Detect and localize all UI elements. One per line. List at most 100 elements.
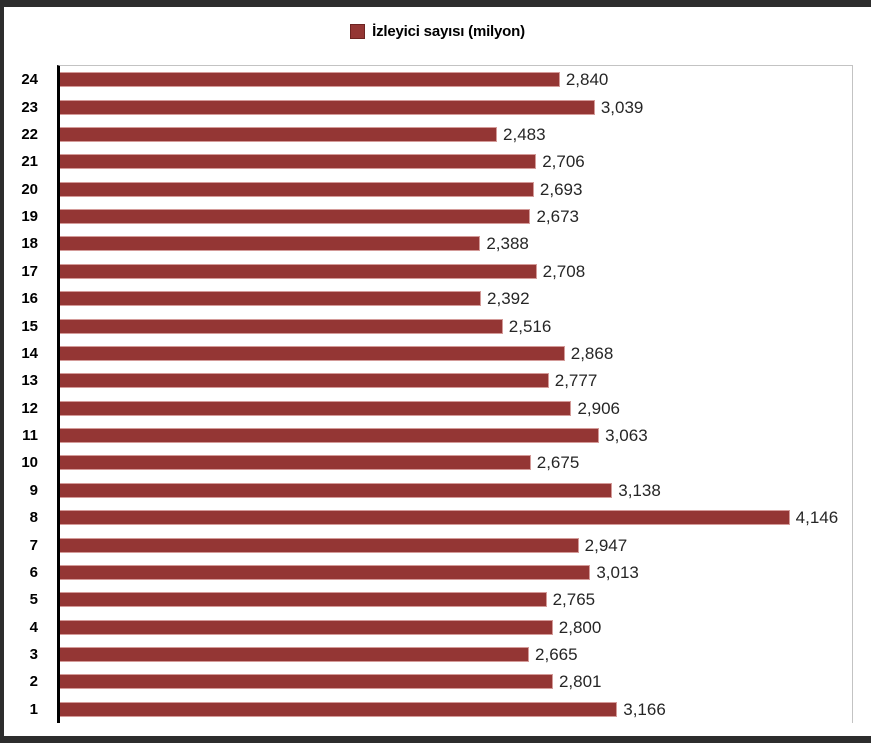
legend: İzleyici sayısı (milyon) [4, 23, 871, 40]
category-label: 8 [29, 509, 38, 527]
category-label: 22 [21, 125, 38, 143]
bar [60, 428, 600, 444]
chart-row: 8 4,146 [30, 504, 852, 531]
bar [60, 619, 553, 635]
category-label: 20 [21, 180, 38, 198]
category-label: 19 [21, 208, 38, 226]
value-label: 2,868 [570, 343, 614, 363]
category-label: 14 [21, 344, 38, 362]
category-label: 6 [29, 563, 38, 581]
category-label: 10 [21, 454, 38, 472]
value-label: 2,693 [539, 179, 583, 199]
chart-row: 17 2,708 [21, 258, 852, 285]
value-label: 2,675 [536, 453, 580, 473]
value-label: 2,388 [486, 234, 529, 254]
chart-row: 3 2,665 [30, 641, 852, 668]
bar [60, 126, 498, 142]
bar [60, 455, 531, 471]
value-label: 2,906 [577, 398, 621, 418]
category-label: 18 [21, 235, 38, 253]
category-label: 7 [29, 536, 38, 554]
value-label: 2,673 [536, 207, 579, 227]
value-label: 4,146 [795, 508, 839, 528]
chart-row: 15 2,516 [21, 312, 852, 339]
bar [60, 510, 790, 526]
category-label: 9 [29, 481, 38, 499]
chart-row: 4 2,800 [30, 614, 852, 641]
category-label: 1 [29, 700, 38, 718]
value-label: 2,840 [565, 70, 609, 90]
value-label: 3,138 [618, 480, 661, 500]
chart-row: 2 2,801 [30, 668, 852, 695]
chart-row: 20 2,693 [21, 176, 852, 203]
category-label: 16 [21, 290, 38, 308]
chart-row: 18 2,388 [21, 230, 852, 257]
bar [60, 263, 537, 279]
category-label: 2 [29, 673, 38, 691]
value-label: 2,392 [487, 289, 530, 309]
bar [60, 647, 530, 663]
bar [60, 482, 613, 498]
chart-row: 12 2,906 [21, 395, 852, 422]
bar [60, 209, 531, 225]
bar [60, 181, 534, 197]
chart-row: 9 3,138 [30, 477, 852, 504]
value-label: 2,777 [554, 371, 598, 391]
category-label: 5 [29, 591, 38, 609]
value-label: 3,039 [600, 97, 644, 117]
category-label: 13 [21, 372, 38, 390]
category-label: 11 [22, 427, 38, 445]
legend-label: İzleyici sayısı (milyon) [372, 23, 525, 40]
bar [60, 345, 565, 361]
value-label: 3,063 [605, 426, 648, 446]
chart-row: 23 3,039 [21, 93, 852, 120]
chart-row: 5 2,765 [30, 586, 852, 613]
chart-row: 7 2,947 [30, 531, 852, 558]
bar [60, 236, 481, 252]
bar [60, 674, 553, 690]
value-label: 2,708 [542, 261, 586, 281]
chart-row: 13 2,777 [21, 367, 852, 394]
chart-row: 19 2,673 [21, 203, 852, 230]
bar [60, 154, 537, 170]
bar [60, 592, 547, 608]
value-label: 3,013 [596, 562, 639, 582]
category-label: 21 [21, 153, 38, 171]
bar [60, 564, 591, 580]
category-label: 12 [21, 399, 38, 417]
bar [60, 318, 503, 334]
plot-area: 24 2,840 23 3,039 22 2,483 21 2,706 20 2,693 19 2,6… [21, 65, 853, 723]
category-label: 4 [29, 618, 38, 636]
chart-row: 16 2,392 [21, 285, 852, 312]
value-label: 2,665 [535, 645, 578, 665]
category-label: 15 [21, 317, 38, 335]
chart-row: 1 3,166 [30, 696, 852, 723]
category-label: 17 [21, 262, 38, 280]
chart-row: 14 2,868 [21, 340, 852, 367]
value-label: 2,516 [508, 316, 552, 336]
value-label: 2,483 [503, 124, 546, 144]
bar [60, 400, 572, 416]
chart-row: 22 2,483 [21, 121, 852, 148]
chart-row: 11 3,063 [22, 422, 852, 449]
category-label: 24 [21, 71, 38, 89]
bar [60, 537, 579, 553]
category-label: 3 [29, 646, 38, 664]
bar [60, 373, 549, 389]
category-label: 23 [21, 98, 38, 116]
chart-row: 21 2,706 [21, 148, 852, 175]
legend-swatch-icon [350, 24, 366, 39]
chart-row: 24 2,840 [21, 66, 852, 93]
chart-row: 10 2,675 [21, 449, 852, 476]
bar [60, 99, 595, 115]
value-label: 3,166 [623, 699, 666, 719]
value-label: 2,765 [552, 590, 596, 610]
bar [60, 291, 482, 307]
value-label: 2,706 [542, 152, 585, 172]
value-label: 2,801 [558, 672, 602, 692]
chart-row: 6 3,013 [30, 559, 852, 586]
value-label: 2,947 [584, 535, 628, 555]
bar [60, 72, 560, 88]
bar [60, 701, 618, 717]
